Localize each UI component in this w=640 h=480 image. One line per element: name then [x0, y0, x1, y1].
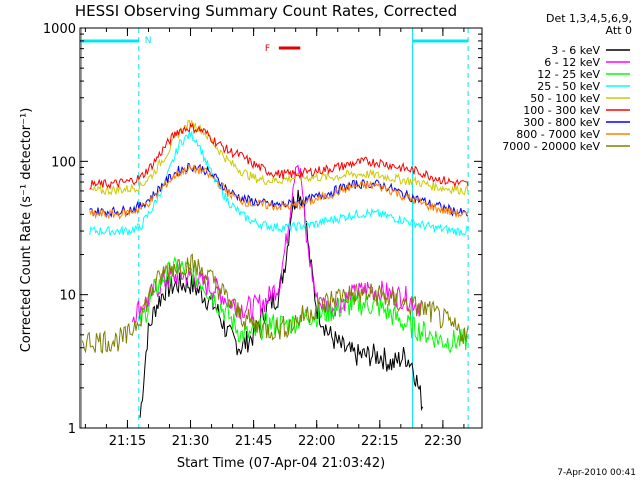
legend-header-line: Det 1,3,4,5,6,9,	[546, 12, 632, 25]
legend-header-line: Att 0	[606, 24, 632, 37]
series-line-8	[81, 253, 469, 354]
legend-label: 3 - 6 keV	[551, 44, 600, 57]
x-tick-label: 22:30	[424, 434, 461, 449]
series-line-7	[89, 163, 469, 220]
series-line-4	[89, 119, 469, 196]
legend-label: 100 - 300 keV	[523, 104, 600, 117]
x-axis-label: Start Time (07-Apr-04 21:03:42)	[177, 456, 385, 471]
night-label: N	[145, 36, 152, 46]
plot-frame	[79, 27, 483, 429]
footer-date: 7-Apr-2010 00:41	[557, 468, 636, 478]
flare-label: F	[265, 44, 270, 54]
axes: 1 10 100 1000 21:15 21:30 21:45 22:00 22:15 22:30	[43, 22, 483, 449]
legend-label: 50 - 100 keV	[530, 92, 600, 105]
y-tick-label: 10	[59, 289, 76, 304]
x-tick-label: 21:15	[109, 434, 146, 449]
x-tick-label: 21:45	[235, 434, 272, 449]
legend-label: 25 - 50 keV	[537, 80, 600, 93]
legend-label: 800 - 7000 keV	[516, 128, 600, 141]
x-tick-label: 21:30	[172, 434, 209, 449]
chart-title: HESSI Observing Summary Count Rates, Cor…	[75, 2, 457, 20]
legend-label: 7000 - 20000 keV	[502, 140, 600, 153]
legend-label: 12 - 25 keV	[537, 68, 600, 81]
y-tick-label: 100	[51, 155, 76, 170]
series-line-2	[139, 255, 469, 354]
y-tick-label: 1000	[43, 22, 76, 37]
legend-label: 6 - 12 keV	[544, 56, 600, 69]
series-line-3	[89, 130, 469, 236]
y-axis-label: Corrected Count Rate (s⁻¹ detector⁻¹)	[19, 108, 34, 353]
series-line-5	[89, 122, 469, 190]
y-tick-label: 1	[68, 422, 76, 437]
x-tick-label: 22:00	[298, 434, 335, 449]
x-tick-label: 22:15	[361, 434, 398, 449]
legend-label: 300 - 800 keV	[523, 116, 600, 129]
plot-area: NF	[80, 28, 469, 428]
series-line-1	[132, 164, 424, 325]
